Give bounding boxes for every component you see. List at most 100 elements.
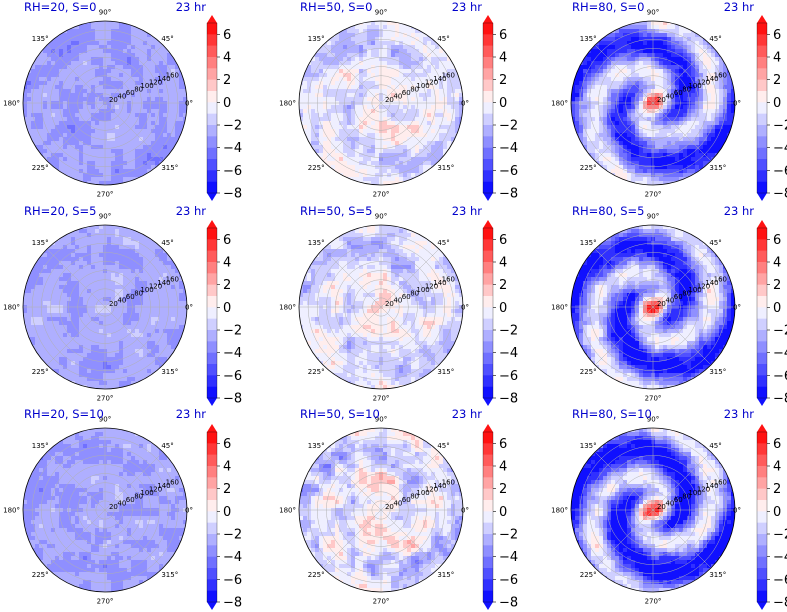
field-cell [587,73,591,77]
field-cell [107,265,111,269]
field-cell [91,37,95,41]
field-cell [415,53,419,57]
field-cell [91,33,95,37]
field-cell [631,37,635,41]
field-cell [607,93,611,97]
field-cell [359,73,363,77]
field-cell [147,121,151,125]
field-cell [127,229,131,233]
field-cell [91,141,95,145]
field-cell [147,249,151,253]
field-cell [603,157,607,161]
field-cell [575,93,579,97]
field-cell [603,45,607,49]
field-cell [135,145,139,149]
field-cell [71,257,75,261]
field-cell [659,45,663,49]
field-cell [727,61,731,65]
field-cell [699,137,703,141]
field-cell [603,69,607,73]
field-cell [387,25,391,29]
field-cell [699,153,703,157]
field-cell [355,37,359,41]
field-cell [407,69,411,73]
field-cell [667,137,671,141]
field-cell [715,73,719,77]
field-cell [367,105,371,109]
field-cell [111,133,115,137]
field-cell [383,129,387,133]
field-cell [611,25,615,29]
field-cell [443,77,447,81]
field-cell [691,149,695,153]
field-cell [643,133,647,137]
field-cell [155,105,159,109]
field-cell [75,109,79,113]
field-cell [99,257,103,261]
field-cell [355,97,359,101]
field-cell [655,73,659,77]
field-cell [87,25,91,29]
field-cell [375,73,379,77]
field-cell [31,53,35,57]
field-cell [79,145,83,149]
field-cell [183,97,187,101]
field-cell [687,113,691,117]
field-cell [139,241,143,245]
field-cell [387,169,391,173]
field-cell [399,85,403,89]
field-cell [35,277,39,281]
field-cell [387,85,391,89]
field-cell [147,49,151,53]
field-cell [95,37,99,41]
field-cell [99,81,103,85]
field-cell [131,169,135,173]
field-cell [435,133,439,137]
field-cell [423,69,427,73]
field-cell [79,93,83,97]
field-cell [111,21,115,25]
field-cell [75,49,79,53]
field-cell [655,29,659,33]
grid-spoke [380,102,440,162]
field-cell [643,165,647,169]
field-cell [327,45,331,49]
field-cell [35,81,39,85]
field-cell [127,145,131,149]
field-cell [643,149,647,153]
field-cell [171,113,175,117]
field-cell [431,77,435,81]
field-cell [419,177,423,181]
field-cell [79,157,83,161]
field-cell [95,229,99,233]
field-cell [703,73,707,77]
field-cell [123,177,127,181]
field-cell [415,145,419,149]
field-cell [83,245,87,249]
field-cell [163,113,167,117]
field-cell [119,257,123,261]
field-cell [115,245,119,249]
field-cell [303,141,307,145]
field-cell [75,157,79,161]
field-cell [139,89,143,93]
field-cell [347,37,351,41]
field-cell [395,149,399,153]
field-cell [611,81,615,85]
field-cell [175,81,179,85]
field-cell [95,269,99,273]
field-cell [671,149,675,153]
field-cell [607,61,611,65]
field-cell [631,65,635,69]
field-cell [139,149,143,153]
field-cell [67,37,71,41]
field-cell [107,73,111,77]
field-cell [147,37,151,41]
angle-tick-label: 135° [32,35,49,43]
field-cell [367,21,371,25]
field-cell [179,121,183,125]
field-cell [415,173,419,177]
field-cell [615,157,619,161]
field-cell [115,49,119,53]
field-cell [51,261,55,265]
